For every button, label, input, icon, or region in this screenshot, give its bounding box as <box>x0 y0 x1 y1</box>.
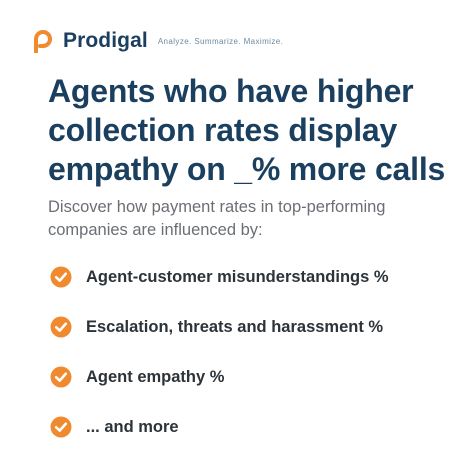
checklist-item-label: ... and more <box>86 417 179 436</box>
checklist-item-label: Agent-customer misunderstandings % <box>86 267 389 286</box>
checklist-item-label: Escalation, threats and harassment % <box>86 317 384 336</box>
check-circle-icon <box>50 266 72 288</box>
prodigal-logo-icon <box>34 30 52 53</box>
brand-name: Prodigal <box>63 28 148 52</box>
check-circle-icon <box>50 366 72 388</box>
check-circle-icon <box>50 316 72 338</box>
subtext: Discover how payment rates in top-perfor… <box>48 198 386 239</box>
brand-header: Prodigal Analyze. Summarize. Maximize. <box>30 27 283 53</box>
feature-checklist: Agent-customer misunderstandings % Escal… <box>50 252 389 452</box>
checklist-item: Agent-customer misunderstandings % <box>50 252 389 302</box>
checklist-item: ... and more <box>50 402 389 452</box>
headline: Agents who have higher collection rates … <box>48 73 446 187</box>
checklist-item: Agent empathy % <box>50 352 389 402</box>
checklist-item: Escalation, threats and harassment % <box>50 302 389 352</box>
brand-tagline: Analyze. Summarize. Maximize. <box>157 37 284 46</box>
check-circle-icon <box>50 416 72 438</box>
checklist-item-label: Agent empathy % <box>86 367 225 386</box>
